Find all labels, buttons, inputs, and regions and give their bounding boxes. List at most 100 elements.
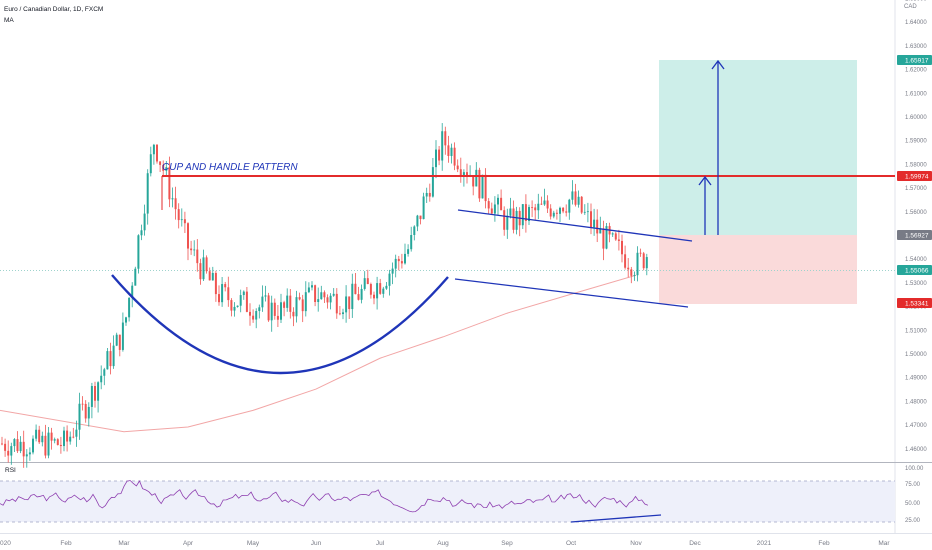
candle-body bbox=[593, 219, 596, 228]
pattern-annotation-label[interactable]: CUP AND HANDLE PATTERN bbox=[162, 162, 298, 173]
candle-body bbox=[425, 192, 428, 197]
channel-upper-line[interactable] bbox=[457, 209, 693, 242]
candle-body bbox=[38, 429, 41, 443]
candle-body bbox=[621, 240, 623, 255]
candle-body bbox=[528, 207, 530, 221]
current-price-tag: 1.55066 bbox=[897, 265, 932, 275]
candle-body bbox=[196, 249, 199, 264]
candle-body bbox=[422, 196, 425, 220]
candle-body bbox=[537, 203, 540, 211]
candle-body bbox=[394, 258, 397, 269]
candle-body bbox=[301, 299, 304, 312]
candle-body bbox=[28, 452, 31, 455]
candle-body bbox=[214, 272, 217, 295]
candle-body bbox=[611, 233, 614, 235]
candle-body bbox=[19, 441, 22, 452]
candle-body bbox=[490, 208, 493, 214]
candle-body bbox=[376, 283, 379, 299]
candle-body bbox=[230, 300, 233, 311]
candle-body bbox=[307, 287, 310, 293]
price-tick-label: 1.59000 bbox=[905, 139, 927, 145]
candle-body bbox=[382, 288, 385, 294]
candle-body bbox=[617, 239, 620, 241]
candle-body bbox=[329, 295, 332, 303]
price-tick-label: 1.49000 bbox=[905, 376, 927, 382]
candle-body bbox=[16, 439, 19, 452]
candle-body bbox=[69, 436, 72, 442]
rsi-tick-label: 100.00 bbox=[905, 466, 924, 472]
candle-body bbox=[59, 444, 62, 447]
candle-body bbox=[546, 200, 549, 209]
candle-body bbox=[400, 261, 403, 264]
candle-body bbox=[503, 210, 506, 230]
candle-body bbox=[397, 258, 400, 262]
candle-body bbox=[586, 211, 589, 213]
candle-body bbox=[280, 302, 282, 320]
time-axis-label: Jul bbox=[376, 540, 385, 547]
candle-body bbox=[391, 268, 394, 274]
price-tick-label: 1.51000 bbox=[905, 328, 927, 334]
candle-body bbox=[292, 311, 295, 317]
candle-body bbox=[242, 291, 245, 296]
candle-body bbox=[543, 200, 546, 205]
price-tick-label: 1.63000 bbox=[905, 44, 927, 50]
candle-body bbox=[106, 351, 109, 370]
candle-body bbox=[487, 201, 490, 209]
candle-body bbox=[323, 292, 326, 298]
candle-body bbox=[642, 253, 645, 269]
target-price-value: 1.65917 bbox=[905, 58, 929, 65]
candle-body bbox=[137, 235, 140, 269]
candle-body bbox=[577, 196, 580, 205]
time-axis[interactable]: 020 Feb Mar Apr May Jun Jul Aug Sep Oct Nov Dec 2021… bbox=[0, 540, 890, 547]
candle-body bbox=[208, 271, 211, 281]
candle-body bbox=[497, 197, 499, 205]
candle-body bbox=[168, 167, 171, 200]
time-axis-label: Nov bbox=[630, 540, 642, 547]
time-axis-label: Mar bbox=[118, 540, 130, 547]
candle-body bbox=[450, 147, 453, 156]
time-axis-label: Aug bbox=[437, 540, 449, 547]
candle-body bbox=[112, 345, 115, 367]
rsi-scale[interactable]: 100.00 75.00 50.00 25.00 bbox=[905, 466, 924, 524]
target-price-tag: 1.65917 bbox=[897, 55, 932, 65]
candle-body bbox=[441, 131, 444, 161]
profit-zone[interactable] bbox=[659, 60, 857, 235]
candle-body bbox=[571, 191, 574, 200]
candle-body bbox=[273, 302, 276, 316]
time-axis-label: Sep bbox=[501, 540, 513, 547]
candle-body bbox=[431, 167, 434, 197]
candle-body bbox=[193, 249, 196, 251]
candle-body bbox=[456, 165, 459, 170]
candle-body bbox=[636, 252, 639, 276]
loss-zone[interactable] bbox=[659, 235, 857, 304]
rsi-tick-label: 25.00 bbox=[905, 518, 921, 524]
rsi-line bbox=[0, 480, 649, 513]
candle-body bbox=[596, 219, 599, 234]
price-scale[interactable]: 1.670001.660001.650001.640001.630001.620… bbox=[905, 0, 927, 453]
time-axis-label: Jun bbox=[311, 540, 322, 547]
candle-body bbox=[348, 296, 351, 310]
candle-body bbox=[286, 295, 289, 308]
stop-price-value: 1.53341 bbox=[905, 301, 929, 308]
candle-body bbox=[233, 306, 236, 311]
time-axis-label: Apr bbox=[183, 540, 194, 547]
price-tick-label: 1.48000 bbox=[905, 399, 927, 405]
candle-body bbox=[47, 432, 50, 456]
candle-body bbox=[506, 215, 509, 230]
candle-body bbox=[13, 439, 16, 447]
rsi-divergence-line[interactable] bbox=[570, 514, 662, 523]
currency-label: CAD bbox=[904, 4, 917, 10]
cup-curve[interactable] bbox=[111, 274, 449, 375]
time-axis-label: 2021 bbox=[757, 540, 772, 547]
channel-lower-line[interactable] bbox=[454, 278, 689, 308]
time-axis-label: Feb bbox=[60, 540, 72, 547]
candle-body bbox=[261, 296, 264, 308]
candle-body bbox=[447, 145, 450, 156]
candle-body bbox=[574, 191, 577, 205]
symbol-title: Euro / Canadian Dollar, 1D, FXCM bbox=[4, 6, 103, 13]
candle-body bbox=[109, 351, 112, 367]
price-tick-label: 1.57000 bbox=[905, 186, 927, 192]
candle-body bbox=[521, 204, 524, 226]
indicator-label: MA bbox=[4, 17, 14, 24]
